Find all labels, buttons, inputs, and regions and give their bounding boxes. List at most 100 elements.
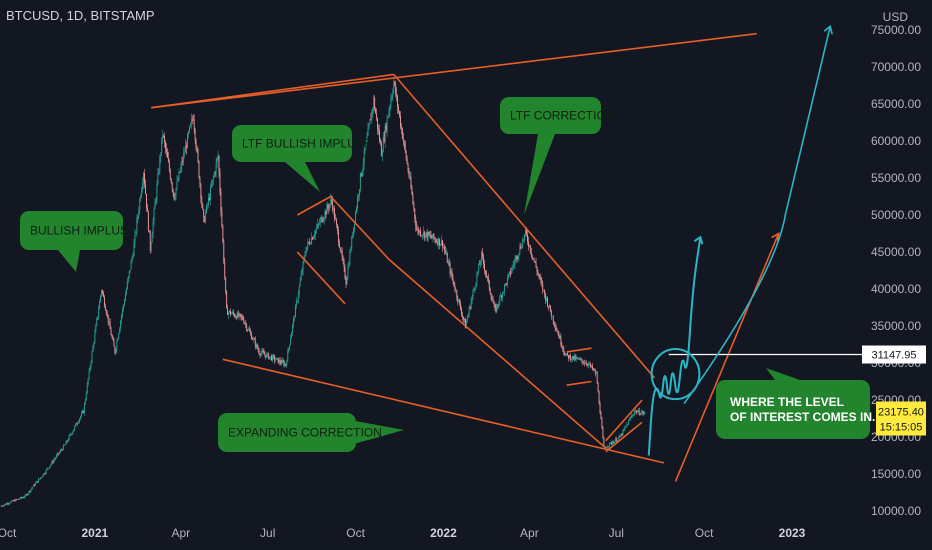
candle-body xyxy=(341,250,343,258)
candle-body xyxy=(333,208,335,211)
candle-body xyxy=(557,332,559,334)
y-tick-label: 45000.00 xyxy=(871,245,921,259)
candle-body xyxy=(68,435,70,441)
candle-body xyxy=(224,262,226,277)
candle-body xyxy=(632,415,633,417)
candle-body xyxy=(260,352,262,356)
candle-body xyxy=(132,256,134,258)
candle-body xyxy=(540,277,542,281)
candle-body xyxy=(252,338,254,340)
candle-body xyxy=(456,290,458,298)
candle-body xyxy=(223,241,225,263)
candle-body xyxy=(63,445,65,446)
candle-body xyxy=(371,110,373,121)
candle-body xyxy=(403,141,405,144)
candle-body xyxy=(444,250,446,254)
callout-box xyxy=(232,125,352,162)
countdown-label: 15:15:05 xyxy=(880,422,923,434)
current-price-label-bg xyxy=(876,401,926,436)
candle-body xyxy=(599,403,601,414)
candle-body xyxy=(525,229,527,235)
candle-body xyxy=(319,219,321,224)
candle-body xyxy=(210,185,212,188)
candle-body xyxy=(635,410,637,413)
x-tick-label: Oct xyxy=(695,526,714,540)
candle-body xyxy=(181,160,183,167)
candle-body xyxy=(191,119,193,121)
candle-body xyxy=(535,262,537,268)
candle-body xyxy=(20,497,22,498)
candle-body xyxy=(95,325,97,333)
candle-body xyxy=(116,341,118,350)
candle-body xyxy=(62,445,64,450)
candle-body xyxy=(375,109,377,114)
candle-body xyxy=(511,266,513,271)
candle-body xyxy=(619,435,621,437)
candle-body xyxy=(517,256,519,260)
candle-body xyxy=(57,453,59,456)
candle-body xyxy=(519,246,521,254)
candle-body xyxy=(2,505,4,507)
candle-body xyxy=(231,312,233,314)
teal-big-arrow-head xyxy=(823,24,833,35)
candle-body xyxy=(311,237,313,244)
candle-body xyxy=(438,238,440,245)
candle-body xyxy=(197,149,199,162)
candle-body xyxy=(270,356,272,357)
candle-body xyxy=(613,441,615,444)
candle-body xyxy=(434,238,436,240)
candle-body xyxy=(17,498,18,500)
candle-body xyxy=(166,148,167,152)
candle-body xyxy=(609,442,611,447)
candle-body xyxy=(587,364,589,366)
bullish-impulse-callout: BULLISH IMPLUSE xyxy=(20,211,136,272)
candle-body xyxy=(567,353,569,356)
candle-body xyxy=(614,438,616,442)
ltf-correction-callout: LTF CORRECTION xyxy=(500,97,614,215)
candle-body xyxy=(442,240,443,248)
candle-body xyxy=(536,267,538,273)
candle-body xyxy=(78,421,80,424)
x-tick-label: 2021 xyxy=(82,526,109,540)
candle-body xyxy=(332,200,334,211)
candle-body xyxy=(250,331,251,334)
candle-body xyxy=(439,238,441,246)
candle-body xyxy=(203,209,205,219)
candle-body xyxy=(80,416,81,419)
candle-body xyxy=(558,333,560,339)
candle-body xyxy=(594,369,596,374)
candle-body xyxy=(373,97,375,109)
candle-body xyxy=(500,295,502,297)
candle-body xyxy=(109,321,111,329)
candle-body xyxy=(450,271,452,274)
candle-body xyxy=(37,481,39,483)
candle-body xyxy=(582,361,584,364)
candle-body xyxy=(644,412,646,414)
candle-body xyxy=(112,337,114,341)
candle-body xyxy=(117,338,119,342)
candle-body xyxy=(3,504,5,506)
candle-body xyxy=(409,176,411,178)
candle-body xyxy=(184,152,186,154)
candle-body xyxy=(477,271,479,275)
candle-body xyxy=(289,344,291,349)
candle-body xyxy=(73,429,75,432)
candle-body xyxy=(87,378,89,384)
candle-body xyxy=(503,291,505,293)
candle-body xyxy=(151,234,153,243)
candle-body xyxy=(543,289,545,291)
candle-body xyxy=(549,305,551,312)
candle-body xyxy=(201,198,203,205)
candle-body xyxy=(172,189,174,193)
candle-body xyxy=(90,361,92,368)
candle-body xyxy=(28,490,30,494)
candle-body xyxy=(357,195,359,198)
candle-body xyxy=(236,312,238,319)
candle-body xyxy=(1,505,3,507)
candle-body xyxy=(346,277,348,285)
candle-body xyxy=(281,360,283,364)
candle-body xyxy=(595,372,597,374)
candle-body xyxy=(276,357,278,359)
candle-body xyxy=(189,123,191,127)
